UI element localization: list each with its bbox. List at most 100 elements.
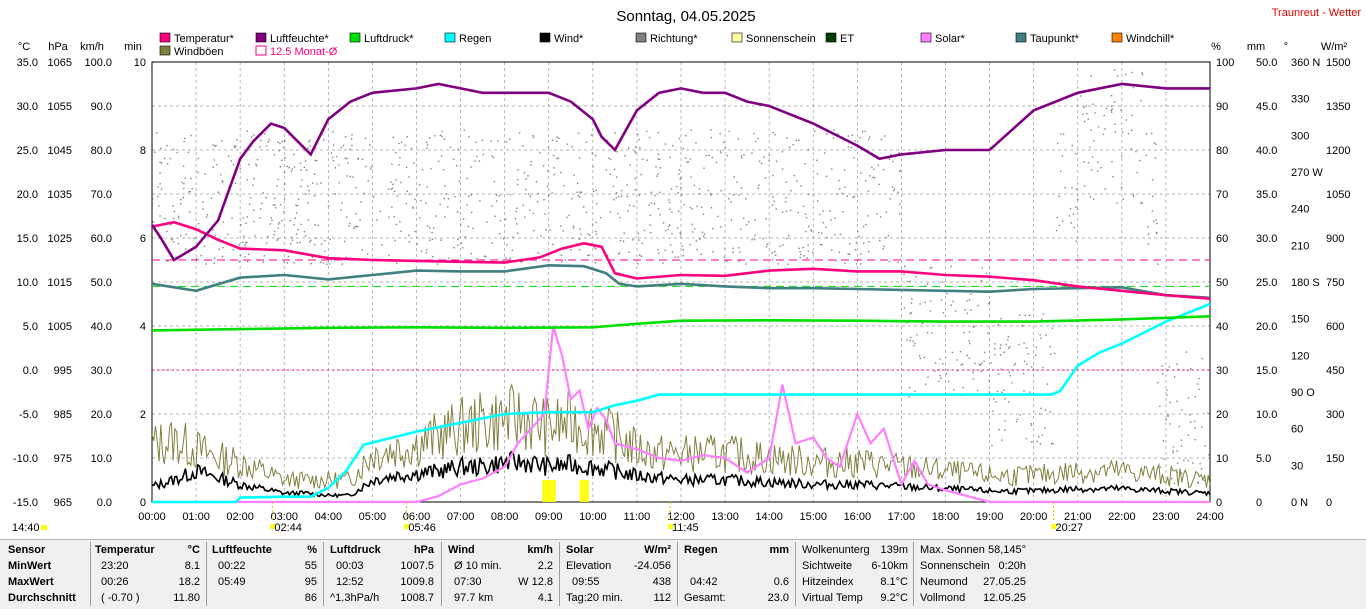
- axis-tick-label: 50.0: [91, 277, 112, 289]
- direction-point: [400, 230, 402, 232]
- direction-point: [754, 238, 756, 241]
- direction-point: [765, 217, 767, 220]
- direction-point: [426, 225, 429, 227]
- stats-wind-unit: km/h: [527, 544, 553, 556]
- axis-tick-label: 60: [1216, 233, 1228, 245]
- axis-tick-label: 10.0: [17, 277, 38, 289]
- direction-point: [420, 199, 422, 202]
- direction-point: [751, 152, 753, 154]
- direction-point: [515, 210, 517, 213]
- direction-point: [300, 223, 302, 226]
- direction-point: [239, 167, 241, 170]
- axis-tick-label: 150: [1326, 453, 1344, 465]
- direction-point: [1071, 186, 1073, 189]
- direction-point: [1177, 368, 1180, 371]
- legend-label: Taupunkt*: [1030, 33, 1080, 45]
- direction-point: [968, 331, 971, 333]
- direction-point: [638, 194, 641, 196]
- direction-point: [313, 243, 316, 246]
- direction-point: [191, 187, 193, 190]
- direction-point: [1198, 388, 1200, 390]
- direction-point: [197, 222, 200, 225]
- direction-point: [669, 156, 672, 159]
- direction-point: [890, 153, 892, 156]
- direction-point: [326, 263, 328, 265]
- direction-point: [462, 218, 465, 220]
- direction-point: [184, 137, 186, 140]
- direction-point: [215, 144, 217, 147]
- direction-point: [860, 172, 862, 174]
- dewpoint-line: [151, 263, 1211, 300]
- axis-tick-label: 995: [54, 365, 72, 377]
- direction-point: [576, 182, 579, 185]
- direction-point: [457, 244, 459, 246]
- direction-point: [924, 383, 927, 385]
- direction-point: [553, 167, 555, 169]
- direction-point: [421, 168, 424, 171]
- direction-point: [319, 261, 322, 263]
- direction-point: [429, 137, 431, 139]
- direction-point: [942, 312, 945, 314]
- sun-marks: 14:40 02:44 05:46 11:45 20:27: [12, 502, 1083, 534]
- x-tick-label: 13:00: [711, 511, 739, 523]
- x-tick-label: 03:00: [270, 511, 298, 523]
- direction-point: [798, 139, 800, 141]
- direction-point: [170, 224, 172, 226]
- direction-point: [408, 234, 410, 237]
- direction-point: [1176, 363, 1178, 365]
- axis-tick-label: 1050: [1326, 189, 1350, 201]
- direction-point: [950, 265, 952, 268]
- direction-point: [649, 214, 652, 216]
- stats-pressure-unit: hPa: [413, 544, 434, 556]
- direction-point: [188, 191, 190, 193]
- direction-point: [577, 132, 580, 134]
- direction-point: [1083, 161, 1085, 163]
- direction-point: [744, 198, 747, 200]
- direction-point: [268, 138, 270, 141]
- direction-point: [700, 206, 703, 209]
- direction-point: [1036, 440, 1038, 443]
- stats-hum-min-time: 00:22: [218, 560, 246, 572]
- direction-point: [205, 216, 208, 218]
- direction-point: [940, 299, 943, 301]
- direction-point: [359, 219, 361, 221]
- direction-point: [328, 263, 331, 265]
- direction-point: [805, 230, 807, 233]
- direction-point: [533, 229, 535, 232]
- direction-point: [470, 166, 472, 168]
- direction-point: [760, 162, 763, 164]
- direction-point: [1094, 112, 1096, 114]
- direction-point: [626, 195, 629, 198]
- x-tick-label: 02:00: [226, 511, 254, 523]
- direction-point: [618, 252, 621, 254]
- direction-point: [346, 216, 348, 218]
- direction-point: [595, 248, 597, 250]
- direction-point: [310, 262, 312, 265]
- direction-point: [311, 256, 314, 258]
- direction-point: [1161, 365, 1163, 367]
- direction-point: [265, 196, 267, 199]
- direction-point: [238, 260, 240, 263]
- direction-point: [396, 195, 398, 197]
- direction-point: [322, 262, 325, 264]
- direction-point: [1021, 324, 1023, 327]
- direction-point: [844, 186, 846, 189]
- axis-tick-label: 360 N: [1291, 57, 1320, 69]
- direction-point: [994, 348, 996, 350]
- direction-point: [501, 259, 504, 262]
- direction-point: [252, 184, 254, 186]
- direction-point: [686, 161, 688, 164]
- direction-point: [246, 260, 249, 263]
- axis-tick-label: 1045: [48, 145, 72, 157]
- direction-point: [980, 370, 982, 373]
- direction-point: [835, 259, 837, 262]
- axis-tick-label: 15.0: [17, 233, 38, 245]
- direction-point: [444, 216, 446, 218]
- sun-mark-marker: [404, 524, 410, 529]
- stats-temperature: Temperatur °C 23:20 8.1 00:26 18.2 ( -0.…: [95, 542, 200, 606]
- direction-point: [314, 159, 316, 162]
- direction-point: [1153, 142, 1155, 144]
- direction-point: [1156, 232, 1158, 235]
- direction-point: [481, 259, 484, 261]
- direction-point: [160, 188, 163, 190]
